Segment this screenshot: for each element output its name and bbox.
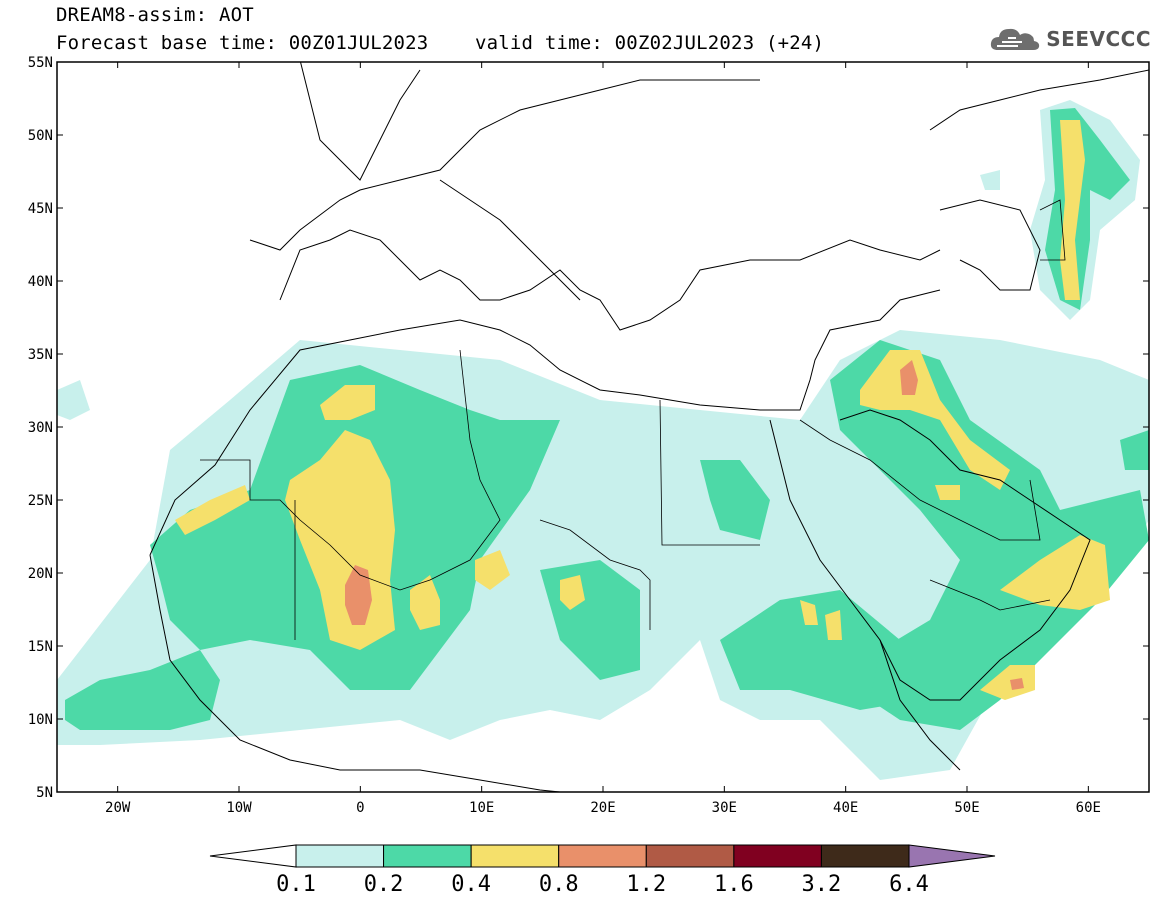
colorbar-label: 0.2 xyxy=(364,872,404,897)
lon-label: 60E xyxy=(1076,800,1101,816)
lat-label: 25N xyxy=(28,493,53,509)
colorbar-label: 3.2 xyxy=(802,872,842,897)
colorbar-cell xyxy=(558,844,647,868)
lat-label: 30N xyxy=(28,420,53,436)
colorbar-cell xyxy=(645,844,735,868)
lat-label: 45N xyxy=(28,201,53,217)
lon-label: 10W xyxy=(226,800,252,816)
lat-label: 55N xyxy=(28,55,53,71)
colorbar-cell xyxy=(470,844,560,868)
lat-label: 5N xyxy=(36,785,53,801)
colorbar-label: 1.2 xyxy=(626,872,666,897)
lon-label: 40E xyxy=(833,800,858,816)
longitude-axis: 20W 10W 0 10E 20E 30E 40E 50E 60E xyxy=(105,62,1101,816)
colorbar-cell xyxy=(295,844,385,868)
colorbar-label: 0.4 xyxy=(451,872,491,897)
lat-label: 35N xyxy=(28,347,53,363)
lat-label: 50N xyxy=(28,128,53,144)
colorbar-label: 0.8 xyxy=(539,872,579,897)
latitude-axis: 55N 50N 45N 40N 35N 30N 25N 20N 15N 10N 5N xyxy=(28,55,1149,801)
map-title: DREAM8-assim: AOT xyxy=(56,4,254,26)
lon-label: 10E xyxy=(469,800,494,816)
forecast-time-subtitle: Forecast base time: 00Z01JUL2023 valid t… xyxy=(56,32,825,54)
lon-label: 0 xyxy=(356,800,364,816)
colorbar-cell xyxy=(383,844,472,868)
colorbar-label: 1.6 xyxy=(714,872,754,897)
lon-label: 30E xyxy=(712,800,737,816)
cloud-icon xyxy=(991,28,1040,50)
logo-text: SEEVCCC xyxy=(1046,27,1151,51)
lon-label: 20W xyxy=(105,800,131,816)
aot-field-0.8 xyxy=(345,360,1024,690)
colorbar-cell xyxy=(908,844,996,868)
seevccc-logo: SEEVCCC xyxy=(988,24,1151,54)
colorbar-cell xyxy=(820,844,910,868)
colorbar-cell xyxy=(733,844,822,868)
lat-label: 40N xyxy=(28,274,53,290)
lat-label: 20N xyxy=(28,566,53,582)
colorbar-label: 6.4 xyxy=(889,872,929,897)
lat-label: 15N xyxy=(28,639,53,655)
colorbar-label: 0.1 xyxy=(276,872,316,897)
lon-label: 50E xyxy=(954,800,979,816)
colorbar-cell xyxy=(209,844,297,868)
lat-label: 10N xyxy=(28,712,53,728)
country-borders xyxy=(200,199,1066,640)
lon-label: 20E xyxy=(590,800,615,816)
coastlines-borders xyxy=(149,62,1149,792)
